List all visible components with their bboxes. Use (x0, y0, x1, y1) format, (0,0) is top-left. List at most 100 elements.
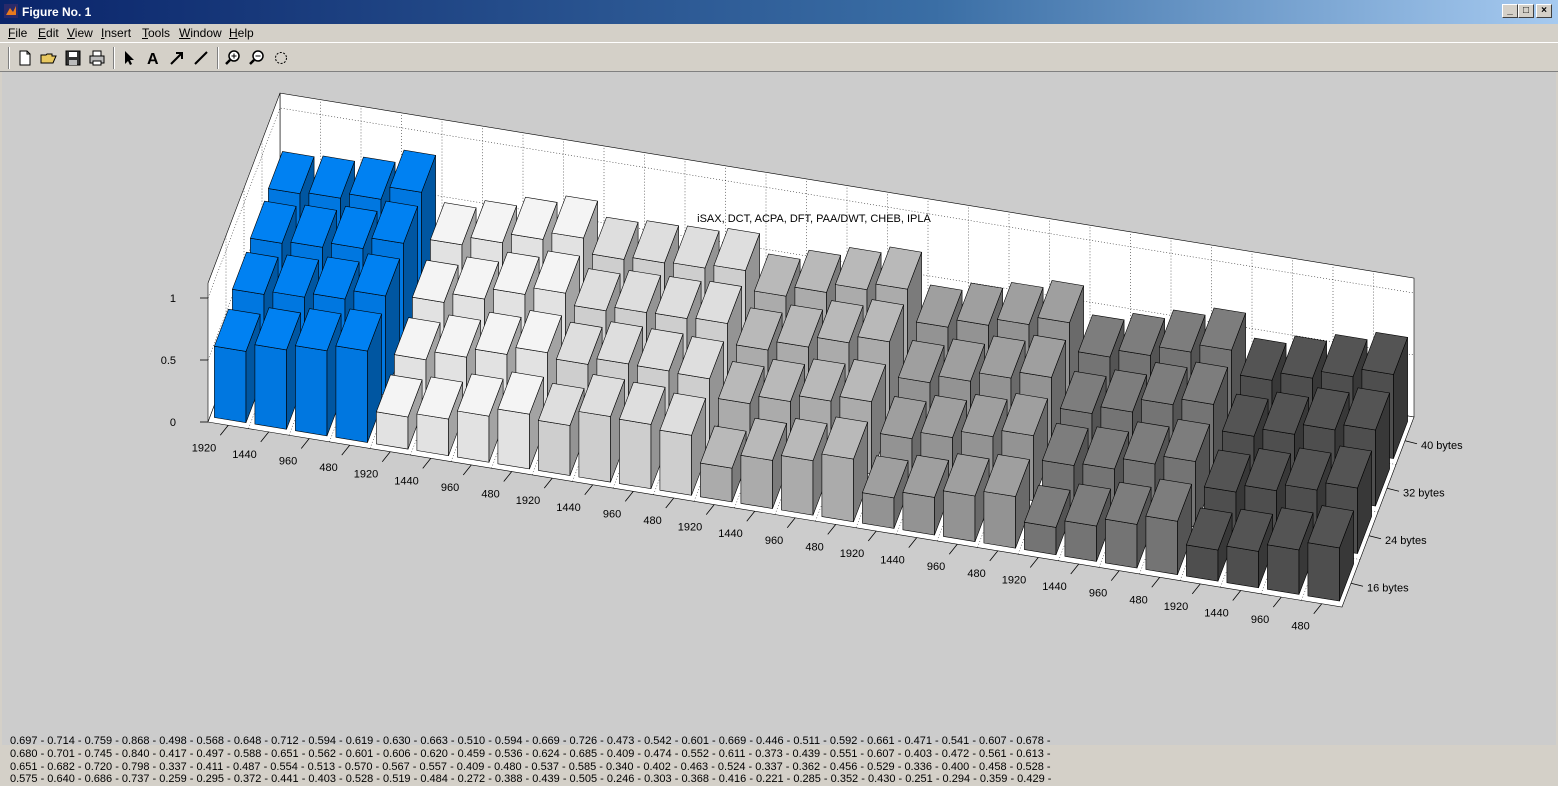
zoom-in-icon[interactable] (223, 48, 243, 68)
bar-top-face (1325, 445, 1373, 489)
bar-top-face (1082, 426, 1130, 470)
maximize-button[interactable]: □ (1518, 4, 1534, 18)
bar-top-face (267, 151, 315, 195)
save-icon[interactable] (63, 48, 83, 68)
menu-edit[interactable]: Edit (38, 26, 59, 40)
bar-top-face (861, 455, 909, 499)
bar (821, 416, 869, 523)
bar-top-face (551, 195, 599, 239)
toolbar-grip (8, 47, 10, 69)
bar-top-face (1221, 393, 1269, 437)
close-button[interactable]: × (1536, 4, 1552, 18)
bar-front-face (1307, 542, 1340, 602)
bar3d-chart: 0 0.5 1 1920 1440 960 480 1920 1440 960 480 1920 144… (161, 92, 1463, 633)
toolbar-separator (113, 47, 115, 69)
bar-top-face (920, 395, 968, 438)
x-tick-label: 1440 (556, 502, 580, 514)
bar-top-face (1041, 422, 1089, 466)
bar-top-face (1059, 370, 1107, 414)
bar-top-face (1181, 361, 1229, 405)
bar (699, 425, 747, 503)
menu-tools[interactable]: Tools (142, 26, 171, 40)
y-tick (1350, 582, 1364, 587)
x-tick-label: 1440 (232, 449, 256, 461)
x-tick-label: 1440 (394, 475, 418, 487)
new-file-icon[interactable] (15, 48, 35, 68)
chart-title: iSAX, DCT, ACPA, DFT, PAA/DWT, CHEB, IPL… (697, 213, 931, 225)
grid-line (207, 107, 1415, 299)
bar-top-face (821, 416, 869, 460)
menu-bar: File Edit View Insert Tools Window Help (0, 24, 1558, 42)
x-tick-label: 960 (765, 535, 783, 547)
bar-top-face (875, 246, 923, 290)
text-icon[interactable]: A (143, 48, 163, 68)
zoom-out-icon[interactable] (247, 48, 267, 68)
x-tick-label: 1440 (1204, 607, 1228, 619)
bar-front-face (538, 420, 571, 476)
x-tick-label: 480 (1291, 621, 1309, 633)
x-tick (786, 517, 796, 529)
x-tick (381, 451, 391, 462)
bar-top-face (1203, 449, 1251, 493)
x-tick-label: 480 (805, 541, 823, 553)
bar-front-face (659, 429, 692, 496)
value-line: 0.651 - 0.682 - 0.720 - 0.798 - 0.337 - … (10, 760, 1051, 773)
bar (537, 382, 585, 476)
rotate-icon[interactable] (271, 48, 291, 68)
y-tick (1404, 440, 1418, 445)
x-tick-label: 1920 (1002, 574, 1026, 586)
bar-top-face (1158, 309, 1206, 353)
y-tick-label: 24 bytes (1385, 535, 1427, 547)
bar-top-face (942, 453, 990, 497)
bar-top-face (717, 361, 765, 405)
menu-insert[interactable]: Insert (101, 26, 132, 40)
x-tick (908, 537, 918, 548)
bar-top-face (636, 328, 684, 372)
bar-top-face (1343, 387, 1391, 431)
x-tick (867, 530, 877, 542)
bar-top-face (983, 454, 1031, 497)
bar (1145, 478, 1193, 575)
y-tick-label: 40 bytes (1421, 440, 1463, 452)
x-tick-label: 1440 (880, 555, 904, 567)
x-tick (705, 504, 715, 515)
x-tick (341, 444, 351, 456)
bar-top-face (1122, 421, 1170, 465)
x-tick-label: 1920 (516, 495, 540, 507)
pointer-icon[interactable] (119, 48, 139, 68)
bar-top-face (533, 250, 581, 294)
window-titlebar[interactable]: Figure No. 1 _ □ × (0, 0, 1558, 24)
menu-window[interactable]: Window (179, 26, 222, 40)
bar (942, 453, 990, 542)
x-tick-label: 960 (279, 456, 297, 468)
bar-front-face (902, 491, 935, 536)
x-tick (1070, 563, 1080, 575)
bar-front-face (376, 411, 409, 450)
open-folder-icon[interactable] (39, 48, 59, 68)
bar-top-face (1001, 393, 1049, 437)
line-icon[interactable] (191, 48, 211, 68)
minimize-button[interactable]: _ (1502, 4, 1518, 18)
x-tick (219, 425, 229, 436)
bar (254, 307, 302, 430)
bar-top-face (510, 196, 558, 240)
arrow-icon[interactable] (167, 48, 187, 68)
bar-front-face (1105, 518, 1138, 569)
bar-front-face (619, 418, 652, 490)
x-tick (462, 464, 472, 476)
bar-front-face (1226, 545, 1259, 589)
bar-top-face (735, 307, 783, 351)
bar-top-face (618, 381, 666, 425)
bar-top-face (1019, 334, 1067, 378)
bar (780, 418, 828, 516)
bar-front-face (457, 410, 490, 463)
menu-view[interactable]: View (67, 26, 93, 40)
x-tick (584, 484, 594, 496)
bar-top-face (659, 392, 707, 436)
bar-top-face (614, 270, 662, 313)
bar-front-face (740, 454, 773, 509)
print-icon[interactable] (87, 48, 107, 68)
menu-help[interactable]: Help (229, 26, 254, 40)
menu-file[interactable]: File (8, 26, 28, 40)
x-tick (948, 543, 958, 555)
